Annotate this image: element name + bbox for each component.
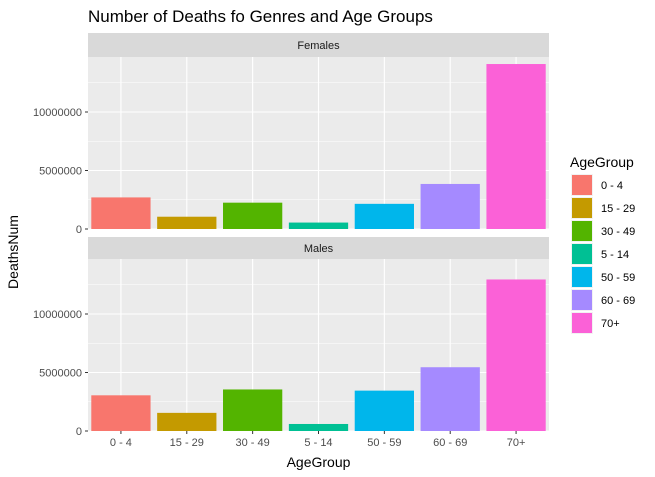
bar-females-0	[91, 197, 151, 229]
bar-males-2	[223, 389, 283, 431]
legend-label: 70+	[601, 318, 620, 330]
bar-females-6	[486, 64, 546, 229]
legend-swatch	[572, 267, 592, 287]
facet-strip	[88, 33, 549, 57]
y-tick-label: 0	[76, 426, 82, 438]
facet-panel-females: Females 0 5000000 10000000	[33, 33, 549, 236]
legend-swatch	[572, 175, 592, 195]
legend-swatch	[572, 290, 592, 310]
chart-title: Number of Deaths fo Genres and Age Group…	[88, 7, 433, 26]
bar-females-1	[157, 216, 217, 229]
x-tick-label: 50 - 59	[367, 437, 401, 449]
legend-swatch	[572, 313, 592, 333]
x-tick-label: 60 - 69	[433, 437, 467, 449]
x-tick-label: 15 - 29	[170, 437, 204, 449]
y-tick-label: 5000000	[39, 367, 82, 379]
y-tick-label: 5000000	[39, 165, 82, 177]
legend-swatch	[572, 221, 592, 241]
x-tick-label: 5 - 14	[304, 437, 332, 449]
legend-swatch	[572, 198, 592, 218]
x-tick-label: 30 - 49	[236, 437, 270, 449]
bar-males-1	[157, 412, 217, 431]
bar-males-5	[420, 367, 480, 431]
bar-males-4	[354, 390, 414, 431]
bar-males-3	[288, 423, 349, 431]
bar-females-5	[420, 183, 480, 229]
bar-males-6	[486, 279, 546, 431]
legend-label: 5 - 14	[601, 249, 629, 261]
y-axis-title: DeathsNum	[5, 215, 21, 289]
legend-label: 50 - 59	[601, 272, 635, 284]
facet-strip-label: Females	[297, 40, 340, 52]
facet-strip-label: Males	[304, 243, 334, 255]
facet-panel-males: Males 0 5000000 10000000	[33, 237, 549, 438]
legend-swatch	[572, 244, 592, 264]
bar-males-0	[91, 395, 151, 431]
legend-label: 0 - 4	[601, 180, 623, 192]
bar-females-2	[223, 202, 283, 229]
legend: AgeGroup 0 - 4 15 - 29 30 - 49 5 - 14 50 - 59…	[570, 154, 635, 334]
x-tick-label: 70+	[507, 437, 526, 449]
y-tick-label: 10000000	[33, 107, 82, 119]
x-tick-label: 0 - 4	[110, 437, 132, 449]
bar-females-4	[354, 203, 414, 229]
legend-label: 15 - 29	[601, 203, 635, 215]
y-tick-label: 0	[76, 224, 82, 236]
legend-label: 60 - 69	[601, 295, 635, 307]
facet-strip	[88, 237, 549, 259]
bar-females-3	[288, 222, 349, 229]
y-tick-label: 10000000	[33, 309, 82, 321]
legend-title: AgeGroup	[570, 154, 634, 170]
legend-label: 30 - 49	[601, 226, 635, 238]
x-axis-title: AgeGroup	[287, 454, 351, 470]
